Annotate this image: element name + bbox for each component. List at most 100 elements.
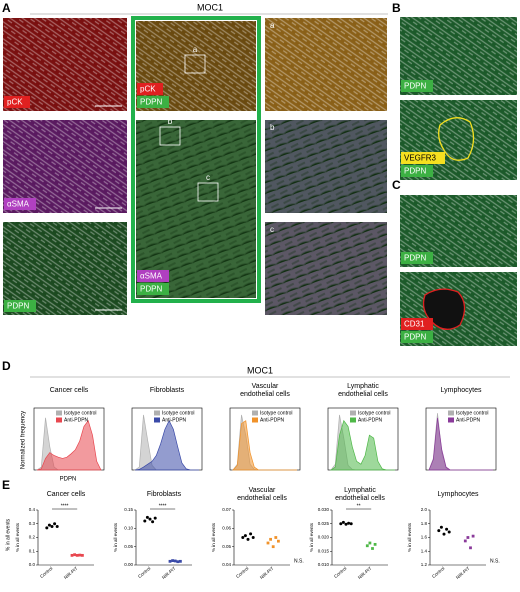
channel-label: PDPN — [404, 82, 426, 91]
x-tick-label: Control — [333, 566, 347, 579]
data-point — [145, 515, 149, 519]
channel-tag — [401, 252, 433, 264]
channel-tag — [4, 300, 36, 312]
data-point — [153, 516, 157, 520]
y-tick-label: 1.6 — [421, 535, 428, 540]
y-tick-label: 0.3 — [29, 521, 36, 526]
y-tick-label: 0.2 — [29, 535, 36, 540]
inset-marker: b — [168, 117, 173, 126]
data-point — [373, 542, 377, 546]
channel-tag — [4, 198, 36, 210]
legend-label: Isotype control — [162, 410, 195, 416]
micrograph-texture — [136, 120, 256, 298]
panel-label: E — [2, 478, 10, 492]
legend-label: Isotype control — [358, 410, 391, 416]
data-point — [148, 517, 152, 521]
inset-label: c — [270, 225, 274, 234]
data-point — [81, 553, 84, 557]
micrograph-texture — [3, 222, 127, 315]
channel-label: PDPN — [404, 254, 426, 263]
x-tick-label: NIR-PIT — [259, 566, 275, 580]
data-point — [277, 539, 280, 543]
legend-swatch — [448, 417, 454, 423]
chart-title: endothelial cells — [237, 495, 287, 502]
legend-label: Isotype control — [64, 410, 97, 416]
data-point — [349, 522, 353, 526]
legend-label: Anti-PDPN — [358, 417, 383, 423]
channel-tag — [4, 96, 30, 108]
data-point — [445, 527, 449, 531]
micrograph-texture — [3, 18, 127, 111]
chart-title: Lymphocytes — [438, 491, 479, 498]
inset-box — [197, 182, 219, 202]
channel-tag — [401, 318, 433, 330]
data-point — [47, 523, 51, 527]
channel-label: pCK — [140, 85, 156, 94]
y-tick-label: 2.0 — [421, 507, 428, 512]
x-tick-label: NIR-PIT — [357, 566, 373, 580]
channel-label: PDPN — [7, 302, 29, 311]
x-tick-label: Control — [235, 566, 249, 579]
channel-tag — [137, 270, 169, 282]
y-tick-label: 0.025 — [318, 521, 330, 526]
channel-label: PDPN — [404, 333, 426, 342]
data-point — [75, 553, 79, 557]
channel-label: αSMA — [140, 272, 163, 281]
x-tick-label: Control — [137, 566, 151, 579]
legend-swatch — [154, 410, 160, 416]
channel-label: VEGFR3 — [404, 154, 437, 163]
data-point — [143, 519, 147, 523]
data-point — [50, 525, 54, 528]
legend-swatch — [56, 410, 62, 416]
legend-label: Anti-PDPN — [456, 417, 481, 423]
micrograph-texture — [265, 222, 387, 315]
inset-label: a — [270, 21, 275, 30]
channel-tag — [137, 83, 163, 95]
chart-title: Lymphocytes — [441, 387, 482, 394]
y-axis-label: % in all events — [113, 522, 118, 552]
data-point — [70, 553, 74, 557]
data-point — [442, 532, 446, 536]
data-point — [45, 526, 49, 530]
data-point — [241, 536, 245, 539]
y-tick-label: 1.4 — [421, 548, 428, 553]
data-point — [78, 553, 82, 557]
data-point — [271, 545, 275, 549]
x-axis-label: PDPN — [60, 477, 77, 483]
significance: N.S. — [490, 558, 500, 564]
y-axis-label: % in all events — [15, 522, 20, 552]
micrograph-texture — [265, 18, 387, 111]
micrograph-tint — [265, 120, 387, 213]
data-point — [176, 560, 180, 564]
histogram — [329, 419, 395, 471]
data-point — [344, 522, 348, 526]
x-tick-label: Control — [39, 566, 53, 579]
chart-title: Lymphatic — [347, 383, 379, 390]
data-point — [151, 520, 155, 524]
data-point — [266, 541, 270, 545]
channel-tag — [401, 331, 433, 343]
data-point — [341, 520, 345, 524]
channel-label: CD31 — [404, 320, 425, 329]
y-tick-label: 0.05 — [222, 544, 231, 549]
data-point — [274, 536, 278, 539]
data-point — [168, 559, 172, 563]
chart-title: endothelial cells — [338, 391, 388, 398]
vessel-outline — [438, 117, 475, 161]
data-point — [73, 553, 76, 557]
data-point — [243, 534, 247, 538]
inset-marker: c — [206, 173, 210, 182]
data-point — [251, 536, 255, 539]
panel-d-title: MOC1 — [247, 365, 273, 375]
y-tick-label: 0.030 — [318, 507, 330, 512]
y-tick-label: 0.04 — [222, 562, 231, 567]
y-tick-label: 0.4 — [29, 507, 36, 512]
channel-label: αSMA — [7, 200, 30, 209]
y-tick-label: 0.020 — [318, 535, 330, 540]
channel-tag — [401, 165, 433, 177]
micrograph-texture — [3, 120, 127, 213]
data-point — [53, 522, 57, 526]
channel-tag — [137, 283, 169, 295]
y-tick-label: 0.010 — [318, 562, 330, 567]
